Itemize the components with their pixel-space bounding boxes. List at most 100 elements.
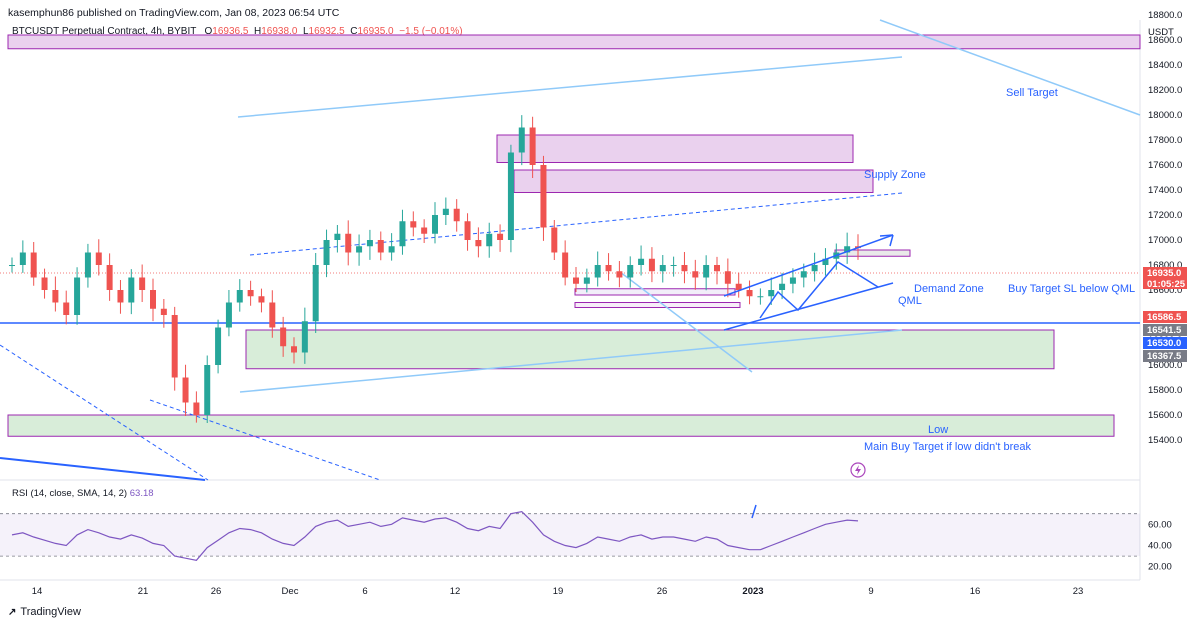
price-axis[interactable]: 15400.015600.015800.016000.016200.016400… <box>1148 10 1182 446</box>
candle-body <box>844 246 851 253</box>
time-tick: 2023 <box>742 586 763 597</box>
candle-body <box>432 215 438 234</box>
candle-body <box>291 346 297 353</box>
demand-zone-label: Demand Zone <box>914 283 984 295</box>
price-tick: 16600.0 <box>1148 285 1182 296</box>
candle-body <box>247 290 254 297</box>
price-badge-text: 16935.0 <box>1147 268 1181 279</box>
main-buy-zone <box>7 414 1115 437</box>
candle-body <box>236 290 243 303</box>
supply-zone-upper <box>496 134 854 163</box>
lower-trend-line <box>239 329 903 393</box>
rsi-title: RSI (14, close, SMA, 14, 2) <box>12 488 128 499</box>
candle-body <box>789 277 796 284</box>
open-label: O <box>204 26 213 37</box>
rsi-line <box>11 510 859 561</box>
qml-zone-1 <box>574 288 736 296</box>
candle-body <box>453 208 460 222</box>
candle-body <box>377 240 384 253</box>
candle-body <box>41 277 48 290</box>
time-tick: 9 <box>868 586 873 597</box>
demand-zone-large <box>245 329 1055 370</box>
sell-target-label: Sell Target <box>1006 87 1058 99</box>
time-tick: 12 <box>450 586 461 597</box>
price-badge <box>1143 350 1187 362</box>
dashed-descending-line <box>0 344 209 481</box>
time-tick: 21 <box>138 586 149 597</box>
close-value: 16935.0 <box>357 26 394 37</box>
time-tick: 16 <box>970 586 981 597</box>
tradingview-logo-icon: ↗ <box>8 606 17 618</box>
price-badge <box>1143 267 1187 289</box>
price-tick: 18400.0 <box>1148 60 1182 71</box>
falling-wedge-line <box>619 271 753 373</box>
time-tick: 26 <box>211 586 222 597</box>
candle-body <box>518 127 525 153</box>
buy-target-label: Buy Target SL below QML <box>1008 283 1135 295</box>
candle-body <box>215 327 222 365</box>
price-tick: 18800.0 <box>1148 10 1182 21</box>
low-label: L <box>302 26 309 37</box>
candle-body <box>150 290 156 309</box>
price-badge-text: 16367.5 <box>1147 351 1182 362</box>
rsi-tick: 60.00 <box>1148 519 1172 530</box>
candle-body <box>193 402 200 415</box>
price-tick: 16800.0 <box>1148 260 1182 271</box>
price-tick: 15400.0 <box>1148 435 1182 446</box>
close-label: C <box>350 26 358 37</box>
high-label: H <box>254 26 262 37</box>
candle-body <box>692 271 699 278</box>
candle-body <box>594 265 601 278</box>
time-tick: Dec <box>282 586 299 597</box>
sell-trend-line <box>879 19 1141 116</box>
candle-body <box>442 208 449 215</box>
rsi-panel <box>0 510 1140 561</box>
trend-lines <box>0 19 1141 481</box>
zigzag-path <box>759 261 879 319</box>
price-tick: 17200.0 <box>1148 210 1182 221</box>
price-tick: 17400.0 <box>1148 185 1182 196</box>
candle-body <box>714 265 720 272</box>
candle-body <box>323 240 330 265</box>
price-badge-text: 16541.5 <box>1147 325 1182 336</box>
price-tick: 17000.0 <box>1148 235 1182 246</box>
candle-body <box>648 258 655 272</box>
low-label: Low <box>928 424 948 436</box>
candle-body <box>106 265 113 290</box>
open-value: 16936.5 <box>212 26 249 37</box>
candle-body <box>421 227 428 234</box>
main-buy-label: Main Buy Target if low didn't break <box>864 441 1031 453</box>
lightning-icon[interactable] <box>850 462 866 478</box>
candle-body <box>334 233 341 240</box>
time-tick: 6 <box>362 586 367 597</box>
candle-body <box>551 227 558 253</box>
publish-line: kasemphun86 published on TradingView.com… <box>8 7 340 19</box>
candle-body <box>562 252 569 278</box>
candle-body <box>312 265 319 322</box>
price-tick: 18600.0 <box>1148 35 1182 46</box>
time-tick: 19 <box>553 586 564 597</box>
candle-body <box>128 277 135 303</box>
candle-body <box>258 296 265 303</box>
footer: ↗ TradingView <box>8 606 81 618</box>
candle-body <box>681 265 688 272</box>
rsi-value: 63.18 <box>129 488 154 499</box>
price-badge <box>1143 324 1187 336</box>
candle-body <box>345 233 352 253</box>
candle-body <box>735 283 742 290</box>
price-badge <box>1143 337 1187 349</box>
candle-body <box>703 265 710 278</box>
symbol-info: BTCUSDT Perpetual Contract, 4h, BYBIT O1… <box>12 26 463 37</box>
time-tick: 26 <box>657 586 668 597</box>
candle-body <box>95 252 102 265</box>
candle-body <box>486 233 493 247</box>
time-axis[interactable]: 14 21 26 Dec 6 12 19 26 2023 9 16 23 <box>32 586 1084 597</box>
candle-body <box>410 221 417 228</box>
candle-body <box>757 296 764 298</box>
supply-zone-lower <box>513 169 874 193</box>
rsi-axis: 20.00 40.00 60.00 <box>1148 519 1172 572</box>
sell-target-zone <box>7 34 1141 50</box>
price-badge <box>1143 311 1187 323</box>
candle-body <box>583 277 590 284</box>
